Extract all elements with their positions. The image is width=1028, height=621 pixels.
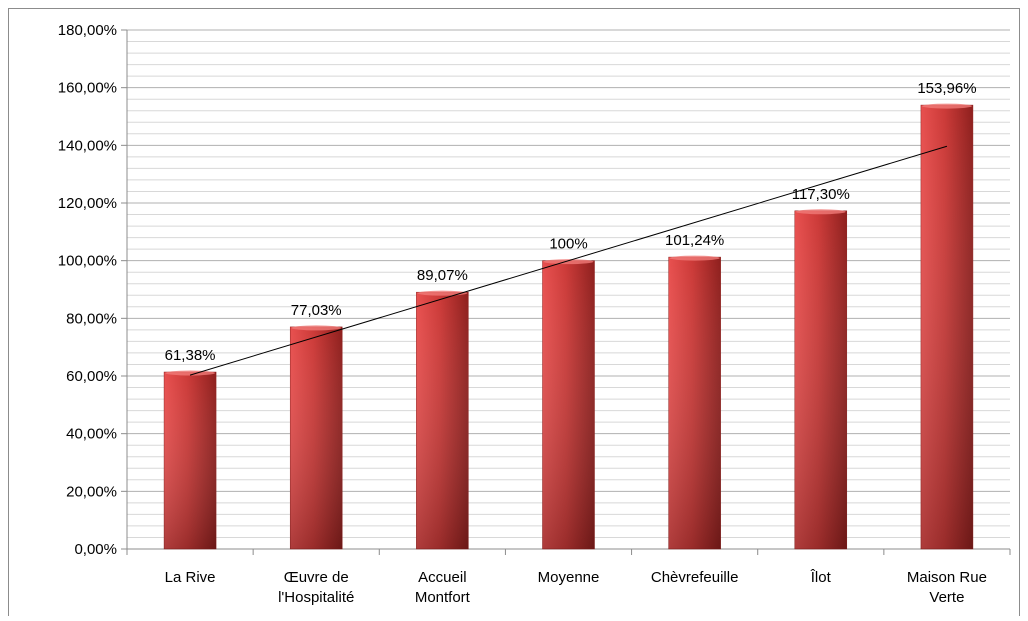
bar-top-highlight xyxy=(921,103,972,109)
data-label: 153,96% xyxy=(917,80,976,97)
bar-shade xyxy=(920,105,973,549)
x-tick-label: Îlot xyxy=(810,569,832,586)
bar-shade xyxy=(542,260,595,549)
bar-top-highlight xyxy=(417,290,468,296)
data-label: 100% xyxy=(549,236,587,253)
bars xyxy=(163,103,974,550)
data-label: 101,24% xyxy=(665,232,724,249)
trendline xyxy=(189,145,948,376)
data-label: 117,30% xyxy=(792,186,850,203)
y-tick-label: 60,00% xyxy=(66,368,117,385)
x-tick-label: Accueil Montfort xyxy=(415,569,471,606)
y-tick-label: 40,00% xyxy=(66,426,117,443)
bar-top-highlight xyxy=(543,259,594,265)
y-tick-label: 80,00% xyxy=(66,310,117,327)
y-tick-label: 0,00% xyxy=(74,541,117,558)
bar-top-highlight xyxy=(291,325,342,331)
x-tick-label: Maison Rue Verte xyxy=(907,569,987,606)
chart-frame xyxy=(8,8,1020,616)
x-tick-label: Œuvre de l'Hospitalité xyxy=(278,569,354,606)
x-tick-label: La Rive xyxy=(165,569,216,586)
y-tick-label: 120,00% xyxy=(58,195,117,212)
labels: 0,00% 20,00% 40,00% 60,00% 80,00% 100,00% 120,… xyxy=(58,22,987,606)
y-tick-label: 100,00% xyxy=(58,253,117,270)
bar-shade xyxy=(416,292,469,549)
bar-shade xyxy=(668,257,721,549)
y-tick-label: 180,00% xyxy=(58,22,117,39)
x-tick-label: Chèvrefeuille xyxy=(651,569,739,586)
data-label: 61,38% xyxy=(165,347,216,364)
data-label: 77,03% xyxy=(291,302,342,319)
bar-shade xyxy=(164,372,217,549)
data-label: 89,07% xyxy=(417,267,468,284)
bar-top-highlight xyxy=(795,209,846,215)
y-tick-label: 140,00% xyxy=(58,137,117,154)
y-tick-label: 160,00% xyxy=(58,80,117,97)
bar-shade xyxy=(290,326,343,549)
y-tick-label: 20,00% xyxy=(66,483,117,500)
bar-shade xyxy=(794,210,847,549)
trendline-group xyxy=(189,145,948,376)
bar-top-highlight xyxy=(669,255,720,261)
x-tick-label: Moyenne xyxy=(538,569,600,586)
